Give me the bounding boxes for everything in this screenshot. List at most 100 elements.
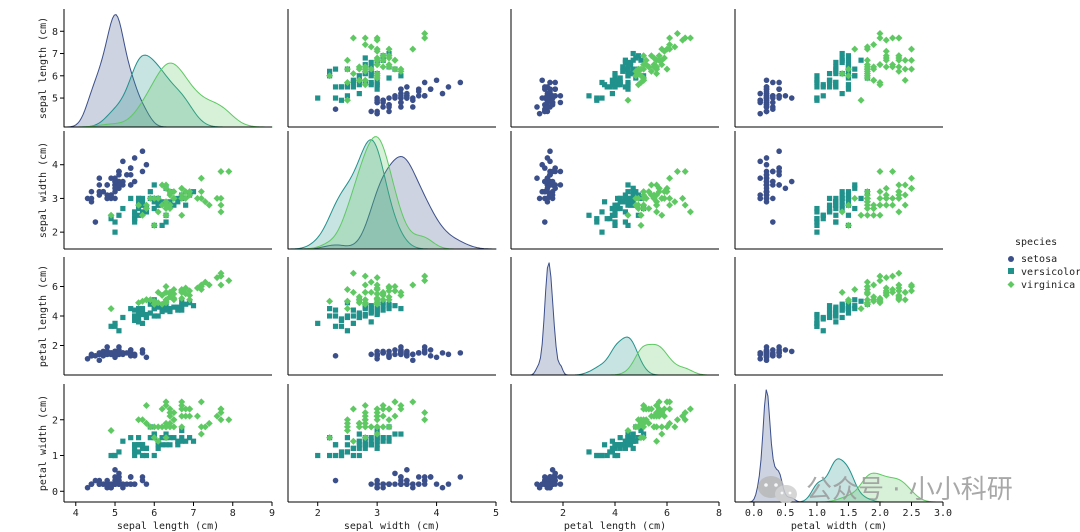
point-versicolor [633,189,639,195]
point-virginica [653,412,661,420]
point-versicolor [641,431,647,437]
point-setosa [770,351,776,358]
point-setosa [410,104,416,110]
point-virginica [863,300,871,308]
point-setosa [120,182,126,188]
point-virginica [373,74,381,82]
panel-r3-c2: 2 4 6 8 petal length (cm) [510,384,722,532]
panel-r1-c3 [734,131,943,250]
point-versicolor [845,310,852,316]
y-tick-label: 2 [52,228,58,239]
point-versicolor [338,449,345,455]
point-virginica [889,34,897,42]
point-virginica [876,272,884,280]
point-virginica [379,405,387,413]
point-virginica [895,181,903,189]
point-virginica [391,287,399,295]
y-tick-label: 8 [52,27,58,38]
point-versicolor [615,442,621,448]
point-versicolor [858,298,864,304]
point-versicolor [332,313,339,319]
point-virginica [876,29,884,37]
point-versicolor [356,452,362,459]
point-virginica [361,434,369,442]
point-versicolor [625,189,631,195]
point-virginica [217,416,225,424]
point-setosa [782,185,789,192]
point-versicolor [159,222,165,228]
point-versicolor [622,219,628,225]
point-versicolor [845,212,852,218]
point-setosa [457,79,464,86]
point-virginica [162,419,170,427]
point-virginica [409,45,417,53]
point-setosa [544,99,551,106]
point-versicolor [344,313,351,319]
point-versicolor [628,70,634,77]
point-setosa [534,481,540,487]
point-versicolor [380,307,386,313]
point-virginica [870,76,878,84]
point-setosa [332,353,339,359]
point-setosa [139,168,146,175]
point-virginica [653,437,661,445]
point-virginica [681,34,689,42]
point-versicolor [327,68,333,74]
point-versicolor [625,202,631,208]
point-virginica [882,184,890,192]
point-setosa [392,470,398,477]
point-versicolor [344,328,351,334]
point-virginica [373,56,381,64]
point-versicolor [833,205,839,212]
point-versicolor [839,301,845,307]
point-setosa [386,481,392,487]
point-virginica [154,208,162,216]
point-setosa [763,88,770,95]
point-virginica [895,269,903,277]
point-versicolor [633,55,639,61]
point-virginica [870,205,878,213]
point-setosa [552,79,558,86]
point-setosa [542,219,548,225]
point-versicolor [132,209,138,215]
point-setosa [96,481,103,487]
point-virginica [166,412,174,420]
point-virginica [844,296,852,304]
point-versicolor [839,55,845,61]
point-versicolor [852,306,858,312]
point-versicolor [155,304,161,310]
point-virginica [889,272,897,280]
point-versicolor [622,59,628,66]
point-virginica [844,201,852,209]
point-setosa [757,351,764,358]
point-versicolor [615,452,621,459]
point-versicolor [344,435,351,441]
point-setosa [404,348,410,355]
point-virginica [107,305,115,313]
point-virginica [186,191,194,199]
point-setosa [398,474,404,480]
point-virginica [397,405,405,413]
point-setosa [332,106,339,112]
point-setosa [557,99,564,106]
point-setosa [770,195,776,202]
point-virginica [660,188,668,196]
point-setosa [392,347,398,353]
point-virginica [186,405,194,413]
point-setosa [763,104,770,110]
point-setosa [96,188,103,195]
point-virginica [373,405,381,413]
point-virginica [632,423,640,431]
point-virginica [666,34,674,42]
point-versicolor [839,202,845,208]
point-versicolor [612,84,618,90]
point-virginica [391,412,399,420]
point-versicolor [628,195,634,202]
point-setosa [770,178,776,185]
kde-curve-setosa [288,156,497,250]
point-virginica [907,184,915,192]
point-virginica [907,281,915,289]
point-virginica [142,419,150,427]
point-versicolor [179,435,185,441]
